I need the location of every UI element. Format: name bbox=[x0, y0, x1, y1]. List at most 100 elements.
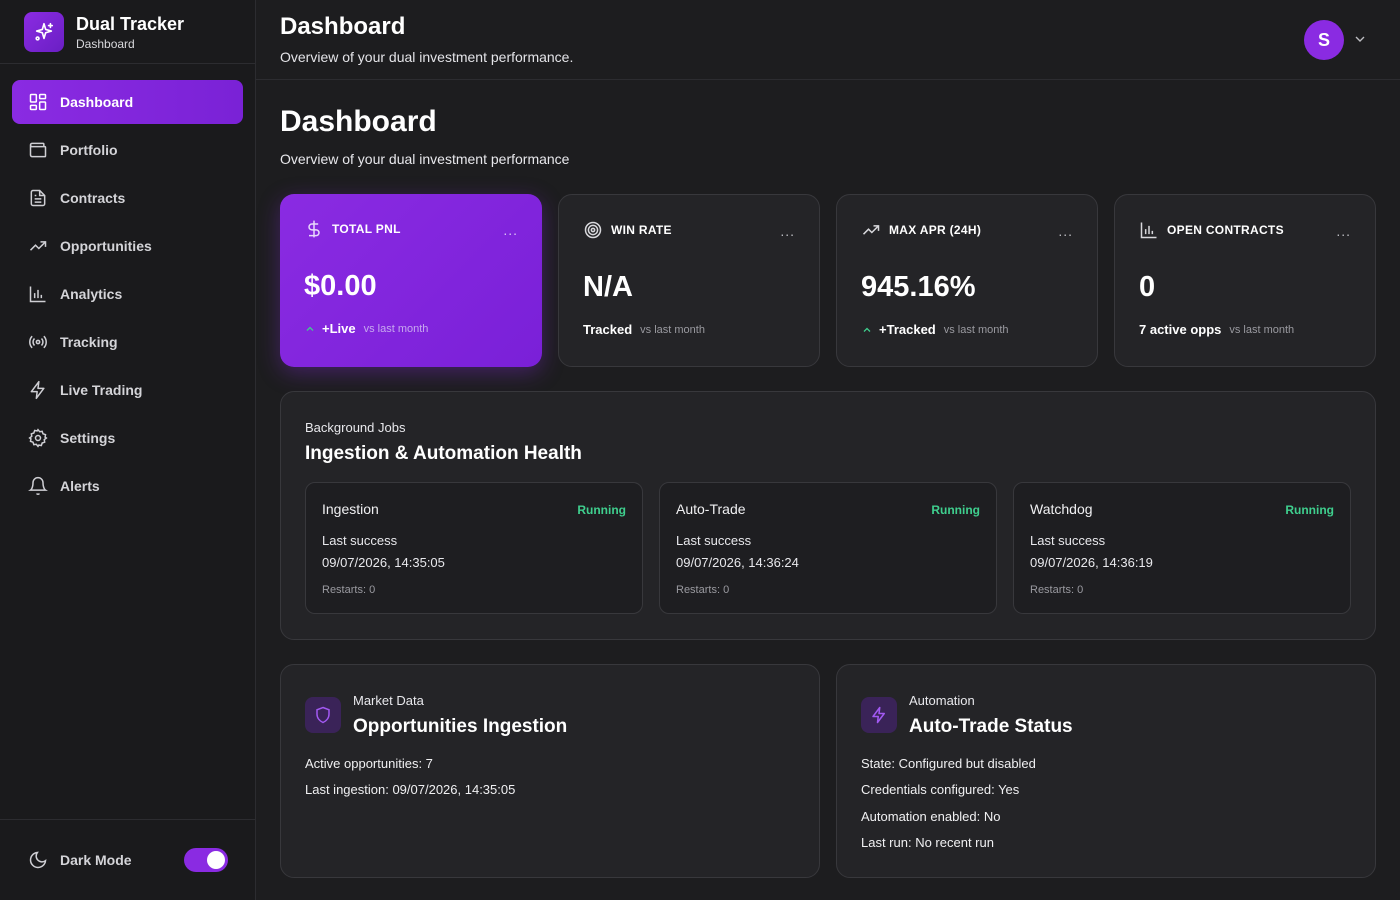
divider bbox=[0, 819, 255, 820]
sidebar-item-settings[interactable]: Settings bbox=[12, 416, 243, 460]
header-subtitle: Overview of your dual investment perform… bbox=[280, 49, 574, 65]
credentials-configured: Credentials configured: Yes bbox=[861, 782, 1020, 797]
job-restarts: Restarts: 0 bbox=[1030, 584, 1084, 596]
grid-icon bbox=[28, 92, 48, 112]
dark-mode-label: Dark Mode bbox=[60, 852, 132, 868]
chevron-up-icon bbox=[306, 326, 314, 331]
more-icon[interactable]: ... bbox=[780, 223, 795, 239]
dollar-icon bbox=[304, 219, 324, 239]
sidebar-item-contracts[interactable]: Contracts bbox=[12, 176, 243, 220]
radio-icon bbox=[28, 332, 48, 352]
stat-card-win-rate: WIN RATE ... N/A Tracked vs last month bbox=[558, 194, 820, 367]
sidebar-item-portfolio[interactable]: Portfolio bbox=[12, 128, 243, 172]
stat-label: WIN RATE bbox=[611, 223, 672, 237]
lightning-icon bbox=[28, 380, 48, 400]
brand-subtitle: Dashboard bbox=[76, 37, 135, 51]
header-title: Dashboard bbox=[280, 13, 406, 40]
brand-title: Dual Tracker bbox=[76, 14, 185, 34]
stat-card-open-contracts: OPEN CONTRACTS ... 0 7 active opps vs la… bbox=[1114, 194, 1376, 367]
sidebar-item-opportunities[interactable]: Opportunities bbox=[12, 224, 243, 268]
job-card-watchdog: Watchdog Running Last success 09/07/2026… bbox=[1013, 482, 1351, 614]
active-opportunities: Active opportunities: 7 bbox=[305, 756, 433, 771]
page-subtitle: Overview of your dual investment perform… bbox=[280, 151, 570, 167]
stat-comparison: vs last month bbox=[363, 322, 429, 335]
stat-comparison: vs last month bbox=[640, 323, 705, 336]
panel-eyebrow: Automation bbox=[909, 693, 975, 708]
panel-title: Opportunities Ingestion bbox=[353, 716, 568, 737]
stat-card-total-pnl: TOTAL PNL ... $0.00 +Live vs last month bbox=[280, 194, 542, 367]
bell-icon bbox=[28, 476, 48, 496]
automation-panel: Automation Auto-Trade Status State: Conf… bbox=[836, 664, 1376, 878]
sidebar-item-dashboard[interactable]: Dashboard bbox=[12, 80, 243, 124]
job-last-label: Last success bbox=[1030, 533, 1106, 548]
job-restarts: Restarts: 0 bbox=[676, 584, 730, 596]
chevron-up-icon bbox=[863, 327, 871, 332]
trending-up-icon bbox=[861, 220, 881, 240]
document-icon bbox=[28, 188, 48, 208]
sidebar-item-alerts[interactable]: Alerts bbox=[12, 464, 243, 508]
stat-value: 945.16% bbox=[861, 271, 976, 303]
last-ingestion: Last ingestion: 09/07/2026, 14:35:05 bbox=[305, 782, 516, 797]
stat-label: OPEN CONTRACTS bbox=[1167, 223, 1284, 237]
stat-label: TOTAL PNL bbox=[332, 222, 401, 236]
page-title: Dashboard bbox=[280, 105, 437, 138]
automation-state: State: Configured but disabled bbox=[861, 756, 1036, 771]
stat-label: MAX APR (24H) bbox=[889, 223, 982, 237]
sidebar-item-label: Contracts bbox=[60, 190, 126, 206]
panel-eyebrow: Market Data bbox=[353, 693, 424, 708]
target-icon bbox=[583, 220, 603, 240]
bar-chart-icon bbox=[28, 284, 48, 304]
sparkle-icon bbox=[24, 12, 64, 52]
sidebar-item-tracking[interactable]: Tracking bbox=[12, 320, 243, 364]
job-last-value: 09/07/2026, 14:35:05 bbox=[322, 555, 445, 570]
avatar[interactable]: S bbox=[1304, 20, 1344, 60]
job-card-auto-trade: Auto-Trade Running Last success 09/07/20… bbox=[659, 482, 997, 614]
stat-trend: Tracked bbox=[583, 322, 633, 337]
moon-icon bbox=[28, 850, 48, 870]
dark-mode-toggle[interactable] bbox=[184, 848, 228, 872]
automation-enabled: Automation enabled: No bbox=[861, 809, 1001, 824]
status-badge: Running bbox=[931, 503, 980, 517]
stat-trend: +Live bbox=[322, 321, 356, 336]
panel-title: Ingestion & Automation Health bbox=[305, 443, 582, 464]
panel-title: Auto-Trade Status bbox=[909, 716, 1073, 737]
sidebar-item-label: Settings bbox=[60, 430, 116, 446]
background-jobs-panel: Background Jobs Ingestion & Automation H… bbox=[280, 391, 1376, 640]
sidebar-item-live-trading[interactable]: Live Trading bbox=[12, 368, 243, 412]
chevron-down-icon[interactable] bbox=[1352, 31, 1368, 47]
dark-mode-row: Dark Mode bbox=[28, 846, 228, 874]
wallet-icon bbox=[28, 140, 48, 160]
sidebar-nav: Dashboard Portfolio Contracts Opportunit… bbox=[12, 80, 243, 512]
stat-comparison: vs last month bbox=[1229, 323, 1295, 336]
job-name: Ingestion bbox=[322, 501, 379, 517]
sidebar-item-label: Analytics bbox=[60, 286, 123, 302]
job-last-value: 09/07/2026, 14:36:24 bbox=[676, 555, 799, 570]
shield-icon bbox=[305, 697, 341, 733]
sidebar-item-label: Portfolio bbox=[60, 142, 118, 158]
status-badge: Running bbox=[577, 503, 626, 517]
lightning-icon bbox=[861, 697, 897, 733]
stat-card-max-apr: MAX APR (24H) ... 945.16% +Tracked vs la… bbox=[836, 194, 1098, 367]
sidebar-item-label: Opportunities bbox=[60, 238, 152, 254]
stat-trend: +Tracked bbox=[879, 322, 936, 337]
job-name: Watchdog bbox=[1030, 501, 1093, 517]
job-restarts: Restarts: 0 bbox=[322, 584, 376, 596]
status-badge: Running bbox=[1285, 503, 1334, 517]
stat-value: $0.00 bbox=[304, 270, 377, 302]
trending-up-icon bbox=[28, 236, 48, 256]
gear-icon bbox=[28, 428, 48, 448]
sidebar-item-analytics[interactable]: Analytics bbox=[12, 272, 243, 316]
panel-eyebrow: Background Jobs bbox=[305, 420, 406, 435]
more-icon[interactable]: ... bbox=[503, 222, 518, 238]
market-data-panel: Market Data Opportunities Ingestion Acti… bbox=[280, 664, 820, 878]
sidebar-item-label: Alerts bbox=[60, 478, 100, 494]
more-icon[interactable]: ... bbox=[1058, 223, 1073, 239]
bar-chart-icon bbox=[1139, 220, 1159, 240]
stat-comparison: vs last month bbox=[943, 323, 1009, 336]
more-icon[interactable]: ... bbox=[1336, 223, 1351, 239]
top-bar: Dashboard Overview of your dual investme… bbox=[256, 0, 1400, 80]
brand[interactable]: Dual Tracker Dashboard bbox=[24, 12, 184, 52]
toggle-knob bbox=[207, 851, 225, 869]
sidebar-item-label: Live Trading bbox=[60, 382, 143, 398]
stat-value: 0 bbox=[1139, 271, 1156, 303]
